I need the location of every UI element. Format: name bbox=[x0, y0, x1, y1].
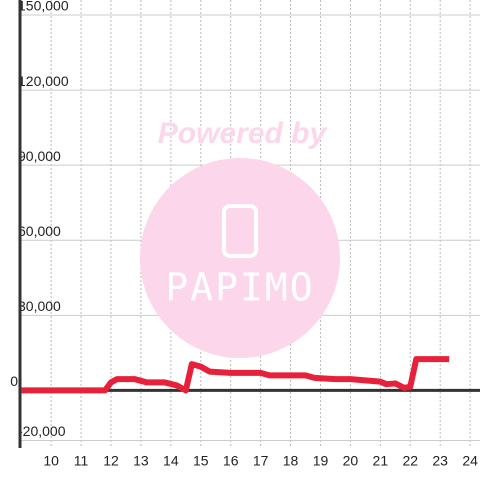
x-tick-label: 14 bbox=[163, 453, 179, 469]
x-tick-label: 23 bbox=[432, 453, 448, 469]
x-tick-label: 11 bbox=[74, 453, 89, 469]
x-tick-label: 19 bbox=[313, 453, 329, 469]
x-tick-label: 22 bbox=[402, 453, 418, 469]
x-tick-label: 10 bbox=[43, 453, 59, 469]
y-tick-label: 90,000 bbox=[18, 148, 61, 164]
x-tick-label: 21 bbox=[373, 453, 389, 469]
watermark-icon bbox=[222, 204, 258, 258]
y-tick-label: 150,000 bbox=[18, 0, 69, 14]
x-tick-label: 12 bbox=[103, 453, 119, 469]
x-tick-label: 16 bbox=[223, 453, 239, 469]
watermark-text: Powered by bbox=[158, 117, 328, 150]
y-tick-label: 0 bbox=[10, 373, 18, 389]
x-tick-label: 18 bbox=[283, 453, 299, 469]
x-tick-label: 17 bbox=[253, 453, 269, 469]
y-tick-label: 120,000 bbox=[18, 73, 69, 89]
watermark: Powered by PAPIMO bbox=[140, 117, 340, 358]
y-tick-label: 30,000 bbox=[18, 298, 61, 314]
y-tick-label: 60,000 bbox=[18, 223, 61, 239]
x-tick-label: 20 bbox=[343, 453, 359, 469]
watermark-logo: PAPIMO bbox=[165, 266, 314, 310]
x-tick-label: 13 bbox=[133, 453, 149, 469]
y-tick-label: -20,000 bbox=[18, 423, 66, 439]
data-line bbox=[21, 356, 450, 394]
x-tick-label: 24 bbox=[462, 453, 478, 469]
x-tick-label: 15 bbox=[193, 453, 209, 469]
